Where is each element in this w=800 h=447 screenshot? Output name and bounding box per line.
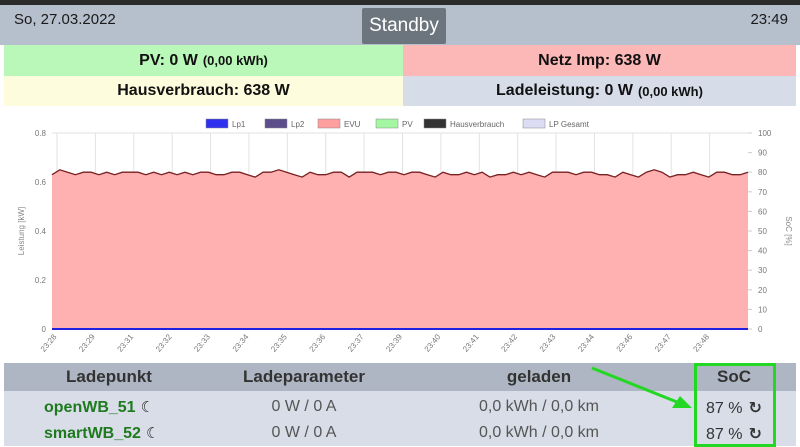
y-axis-label: Leistung [kW] bbox=[17, 207, 26, 255]
status-header: So, 27.03.2022 Standby 23:49 bbox=[0, 5, 800, 45]
chargepoint-table: Ladepunkt Ladeparameter geladen SoC open… bbox=[4, 363, 796, 446]
chargepoint-name-text[interactable]: openWB_51 bbox=[44, 399, 136, 416]
legend-item[interactable]: PV bbox=[375, 118, 413, 129]
table-header: Ladepunkt Ladeparameter geladen SoC bbox=[4, 363, 796, 391]
y2-tick-label: 90 bbox=[758, 149, 767, 158]
legend-item[interactable]: Lp2 bbox=[264, 118, 305, 129]
y2-tick-label: 30 bbox=[758, 266, 767, 275]
window-top-bar bbox=[0, 0, 800, 5]
charge-power: Ladeleistung: 0 W bbox=[496, 82, 633, 99]
y2-tick-label: 0 bbox=[758, 325, 763, 334]
legend-item[interactable]: Hausverbrauch bbox=[423, 118, 504, 129]
date-label: So, 27.03.2022 bbox=[14, 11, 116, 28]
legend-label: Hausverbrauch bbox=[450, 120, 504, 129]
y2-tick-label: 10 bbox=[758, 305, 767, 314]
legend-label: LP Gesamt bbox=[549, 120, 590, 129]
soc-value: 87 % ↻ bbox=[706, 424, 762, 444]
chargepoint-name[interactable]: smartWB_52 ☾ bbox=[44, 424, 159, 443]
legend-swatch bbox=[317, 118, 341, 129]
col-header-geladen: geladen bbox=[506, 367, 572, 386]
pv-energy: (0,00 kWh) bbox=[202, 53, 268, 68]
arrow-head bbox=[672, 396, 692, 408]
y-tick-label: 0.4 bbox=[35, 227, 47, 236]
y-tick-label: 0.6 bbox=[35, 178, 47, 187]
moon-icon: ☾ bbox=[140, 399, 155, 416]
y2-tick-label: 80 bbox=[758, 168, 767, 177]
col-header-ladepunkt: Ladepunkt bbox=[66, 367, 152, 386]
y2-tick-label: 20 bbox=[758, 286, 767, 295]
y-tick-label: 0.8 bbox=[35, 129, 47, 138]
y-tick-label: 0.2 bbox=[35, 276, 47, 285]
legend-swatch bbox=[423, 118, 447, 129]
y2-axis-label: SoC [%] bbox=[784, 216, 793, 245]
col-header-ladeparameter: Ladeparameter bbox=[243, 367, 365, 386]
evu-area bbox=[52, 169, 748, 329]
mode-button[interactable]: Standby bbox=[362, 8, 446, 44]
legend-item[interactable]: Lp1 bbox=[205, 118, 246, 129]
moon-icon: ☾ bbox=[145, 425, 160, 442]
house-summary: Hausverbrauch: 638 W bbox=[4, 76, 403, 106]
time-label: 23:49 bbox=[750, 11, 788, 28]
legend-item[interactable]: EVU bbox=[317, 118, 361, 129]
chargepoint-name[interactable]: openWB_51 ☾ bbox=[44, 398, 154, 417]
legend-swatch bbox=[205, 118, 229, 129]
y2-tick-label: 50 bbox=[758, 227, 767, 236]
pv-summary: PV: 0 W (0,00 kWh) bbox=[4, 45, 403, 76]
legend-label: EVU bbox=[344, 120, 361, 129]
chargepoint-name-text[interactable]: smartWB_52 bbox=[44, 425, 141, 442]
charge-params: 0 W / 0 A bbox=[271, 398, 337, 415]
charge-params: 0 W / 0 A bbox=[271, 424, 337, 441]
soc-value: 87 % ↻ bbox=[706, 398, 762, 418]
soc-percent: 87 % bbox=[706, 400, 743, 417]
legend-label: PV bbox=[402, 120, 413, 129]
charged-amount: 0,0 kWh / 0,0 km bbox=[478, 424, 600, 441]
col-header-soc: SoC bbox=[717, 367, 751, 386]
hausverbrauch-line bbox=[51, 169, 749, 178]
grid-import: Netz Imp: 638 W bbox=[538, 51, 661, 69]
y2-tick-label: 70 bbox=[758, 188, 767, 197]
chart-legend[interactable]: Lp1 Lp2 EVU PV Hausverbrauch LP Gesamt bbox=[205, 118, 590, 129]
legend-swatch bbox=[264, 118, 288, 129]
chart-series bbox=[51, 169, 749, 330]
charged-amount: 0,0 kWh / 0,0 km bbox=[478, 398, 600, 415]
y2-tick-label: 100 bbox=[758, 129, 772, 138]
pv-power: PV: 0 W bbox=[139, 51, 198, 69]
legend-label: Lp1 bbox=[232, 120, 246, 129]
refresh-icon[interactable]: ↻ bbox=[748, 426, 762, 443]
legend-swatch bbox=[522, 118, 546, 129]
power-chart[interactable]: Lp1 Lp2 EVU PV Hausverbrauch LP Gesamt 0 0.2 0.… bbox=[0, 114, 800, 364]
legend-item[interactable]: LP Gesamt bbox=[522, 118, 590, 129]
y-tick-label: 0 bbox=[42, 325, 47, 334]
legend-label: Lp2 bbox=[291, 120, 305, 129]
house-consumption: Hausverbrauch: 638 W bbox=[117, 82, 290, 99]
legend-swatch bbox=[375, 118, 399, 129]
charge-energy: (0,00 kWh) bbox=[637, 83, 703, 99]
grid-summary: Netz Imp: 638 W bbox=[403, 45, 796, 76]
soc-percent: 87 % bbox=[706, 426, 743, 443]
y2-tick-label: 60 bbox=[758, 207, 767, 216]
arrow-shaft bbox=[591, 366, 683, 406]
refresh-icon[interactable]: ↻ bbox=[748, 400, 762, 417]
charge-summary: Ladeleistung: 0 W (0,00 kWh) bbox=[403, 76, 796, 106]
y2-tick-label: 40 bbox=[758, 247, 767, 256]
